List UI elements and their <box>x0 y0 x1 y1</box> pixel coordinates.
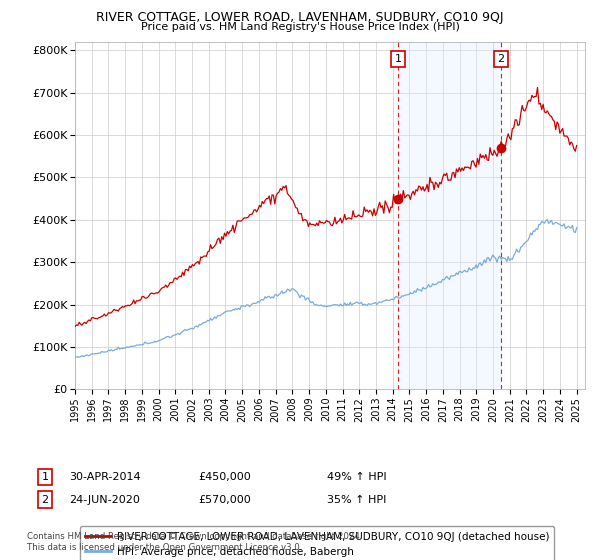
Legend: RIVER COTTAGE, LOWER ROAD, LAVENHAM, SUDBURY, CO10 9QJ (detached house), HPI: Av: RIVER COTTAGE, LOWER ROAD, LAVENHAM, SUD… <box>80 526 554 560</box>
Text: 2: 2 <box>41 494 49 505</box>
Text: 1: 1 <box>395 54 402 64</box>
Text: 2: 2 <box>497 54 505 64</box>
Text: 35% ↑ HPI: 35% ↑ HPI <box>327 494 386 505</box>
Text: Price paid vs. HM Land Registry's House Price Index (HPI): Price paid vs. HM Land Registry's House … <box>140 22 460 32</box>
Text: 1: 1 <box>41 472 49 482</box>
Text: £570,000: £570,000 <box>198 494 251 505</box>
Text: Contains HM Land Registry data © Crown copyright and database right 2024.
This d: Contains HM Land Registry data © Crown c… <box>27 532 362 552</box>
Text: 24-JUN-2020: 24-JUN-2020 <box>69 494 140 505</box>
Text: RIVER COTTAGE, LOWER ROAD, LAVENHAM, SUDBURY, CO10 9QJ: RIVER COTTAGE, LOWER ROAD, LAVENHAM, SUD… <box>96 11 504 24</box>
Bar <box>398 42 501 389</box>
Text: 49% ↑ HPI: 49% ↑ HPI <box>327 472 386 482</box>
Text: £450,000: £450,000 <box>198 472 251 482</box>
Text: 30-APR-2014: 30-APR-2014 <box>69 472 140 482</box>
